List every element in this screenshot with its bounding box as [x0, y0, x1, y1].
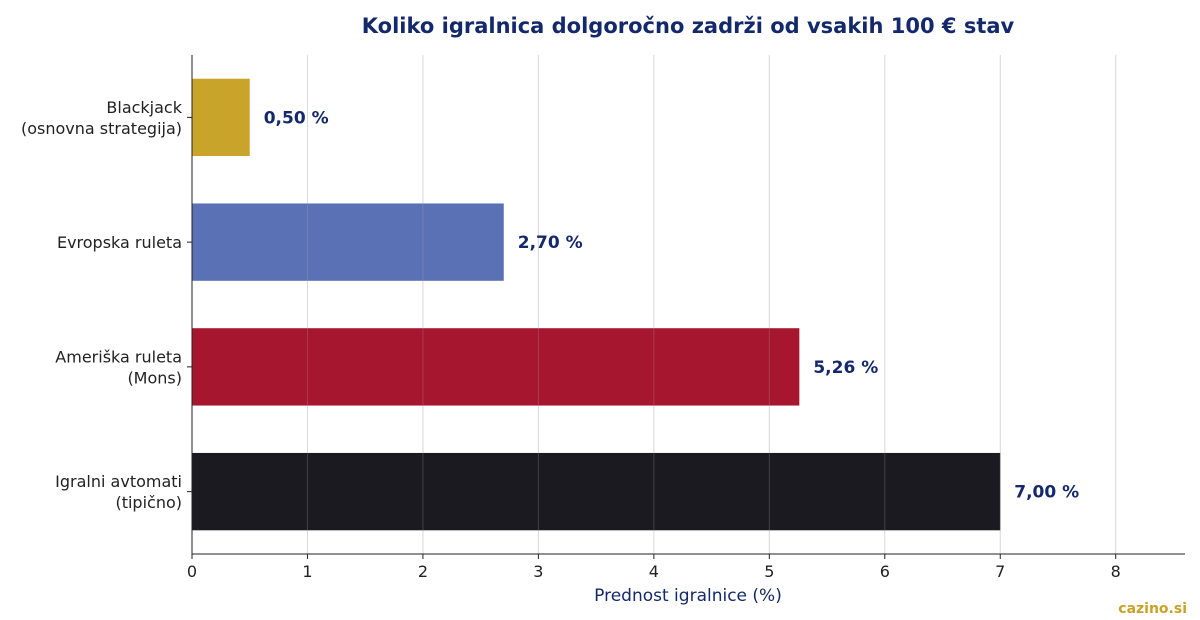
x-tick-label: 5 [764, 562, 774, 581]
category-label: Ameriška ruleta (Mons) [55, 347, 182, 387]
x-tick-label: 2 [418, 562, 428, 581]
bar [192, 328, 800, 406]
grid-lines [306, 55, 1117, 554]
x-tick-label: 4 [649, 562, 659, 581]
bars-group [192, 55, 1117, 554]
x-tick-label: 8 [1111, 562, 1121, 581]
bar-value-label: 5,26 % [813, 358, 878, 378]
x-tick-label: 6 [880, 562, 890, 581]
category-label: Evropska ruleta [57, 233, 182, 252]
x-tick-label: 7 [995, 562, 1005, 581]
bar [192, 203, 504, 281]
bar [192, 452, 1001, 531]
x-tick-label: 0 [187, 562, 197, 581]
category-label: Blackjack (osnovna strategija) [21, 98, 183, 138]
category-label: Igralni avtomati (tipično) [55, 472, 182, 512]
x-tick-label: 3 [533, 562, 543, 581]
bar [192, 78, 250, 157]
bar-value-label: 2,70 % [518, 233, 583, 253]
x-tick-label: 1 [302, 562, 312, 581]
chart-title: Koliko igralnica dolgoročno zadrži od vs… [362, 14, 1015, 38]
labels-group: 0 1 2 3 4 5 6 7 8 0,50 % Blackjack (osnovna strateg… [21, 98, 1121, 581]
x-axis-label: Prednost igralnice (%) [594, 586, 782, 606]
bar-value-label: 7,00 % [1014, 483, 1079, 503]
brand-watermark: cazino.si [1118, 601, 1187, 617]
axes-group [187, 55, 1185, 559]
bar-value-label: 0,50 % [264, 108, 329, 128]
